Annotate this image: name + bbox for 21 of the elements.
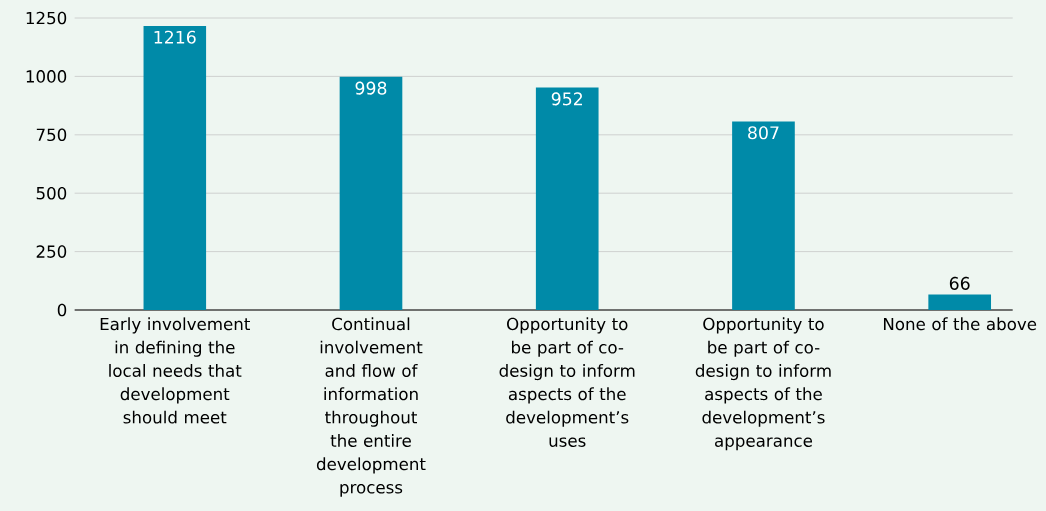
bar <box>928 294 992 310</box>
x-tick-label: Early involvement in defining the local needs that development should meet <box>100 317 250 424</box>
y-tick-label: 0 <box>57 303 67 317</box>
data-label: 807 <box>748 126 779 140</box>
y-tick-label: 750 <box>36 128 67 142</box>
y-tick-label: 1250 <box>26 11 67 25</box>
x-tick-label: Opportunity to be part of co-design to inform aspects of the development’s appearance <box>695 317 831 451</box>
bar <box>732 121 795 310</box>
bar <box>339 76 403 310</box>
bar <box>143 25 207 310</box>
x-tick-label: None of the above <box>883 317 1037 331</box>
x-tick-label: Opportunity to be part of co-design to inform aspects of the development’s uses <box>499 317 635 447</box>
data-label: 998 <box>355 81 387 95</box>
data-label: 66 <box>949 276 970 290</box>
data-label: 952 <box>551 92 583 106</box>
y-tick-label: 500 <box>36 186 67 200</box>
y-tick-label: 250 <box>36 245 67 258</box>
x-tick-label: Continual involvement and flow of information throughout the entire development process <box>316 317 426 497</box>
bar <box>535 87 599 310</box>
data-label: 1216 <box>154 30 196 44</box>
y-tick-label: 1000 <box>26 70 67 83</box>
